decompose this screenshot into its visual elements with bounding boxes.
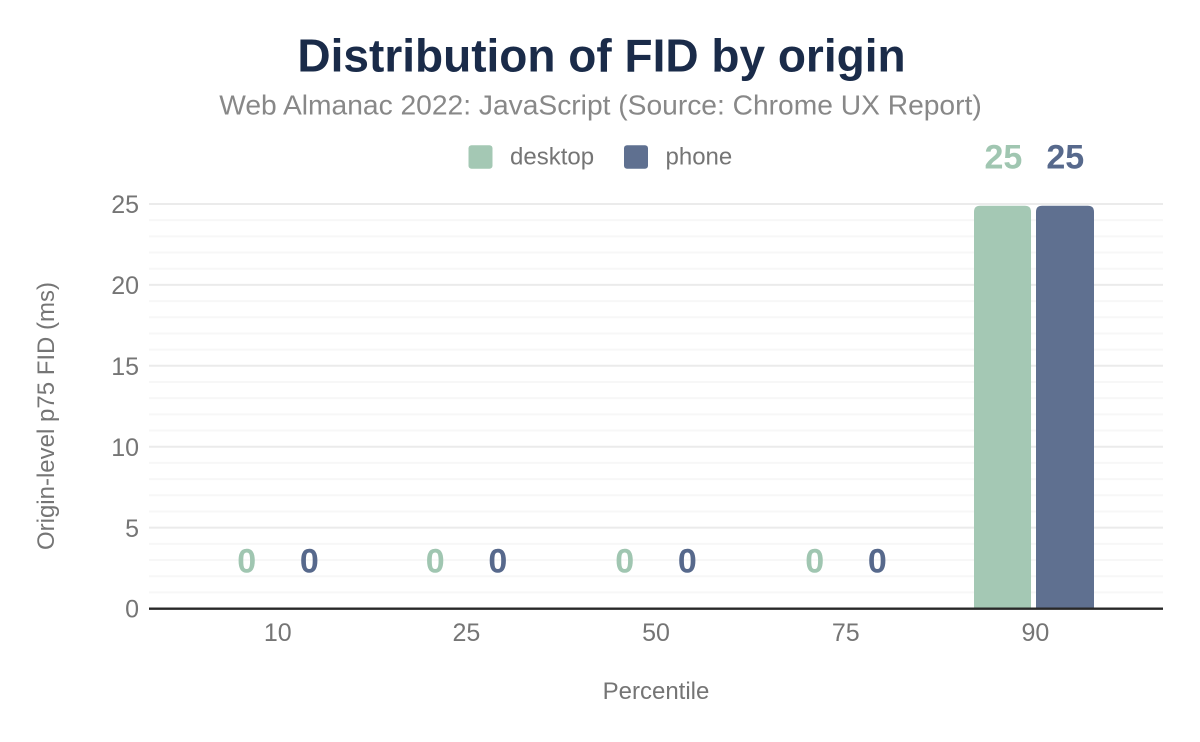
svg-text:25: 25 [1046,138,1084,176]
svg-text:0: 0 [125,596,139,624]
svg-text:0: 0 [678,542,697,580]
svg-text:25: 25 [111,191,139,219]
svg-text:Web Almanac 2022: JavaScript (: Web Almanac 2022: JavaScript (Source: Ch… [219,89,981,121]
svg-text:75: 75 [832,619,860,647]
svg-text:phone: phone [666,143,733,170]
svg-text:50: 50 [642,619,670,647]
svg-text:desktop: desktop [510,143,594,170]
svg-text:10: 10 [111,434,139,462]
svg-text:0: 0 [868,542,887,580]
svg-text:0: 0 [615,542,634,580]
svg-text:90: 90 [1021,619,1049,647]
svg-text:0: 0 [805,542,824,580]
svg-text:0: 0 [300,542,319,580]
svg-text:10: 10 [264,619,292,647]
svg-text:Origin-level p75 FID (ms): Origin-level p75 FID (ms) [33,282,60,550]
svg-text:25: 25 [984,138,1022,176]
svg-text:Distribution of FID by origin: Distribution of FID by origin [297,30,905,82]
svg-text:Percentile: Percentile [603,678,710,705]
svg-text:0: 0 [237,542,256,580]
svg-text:5: 5 [125,515,139,543]
svg-text:20: 20 [111,272,139,300]
svg-text:25: 25 [452,619,480,647]
svg-text:15: 15 [111,353,139,381]
svg-text:0: 0 [426,542,445,580]
svg-text:0: 0 [488,542,507,580]
